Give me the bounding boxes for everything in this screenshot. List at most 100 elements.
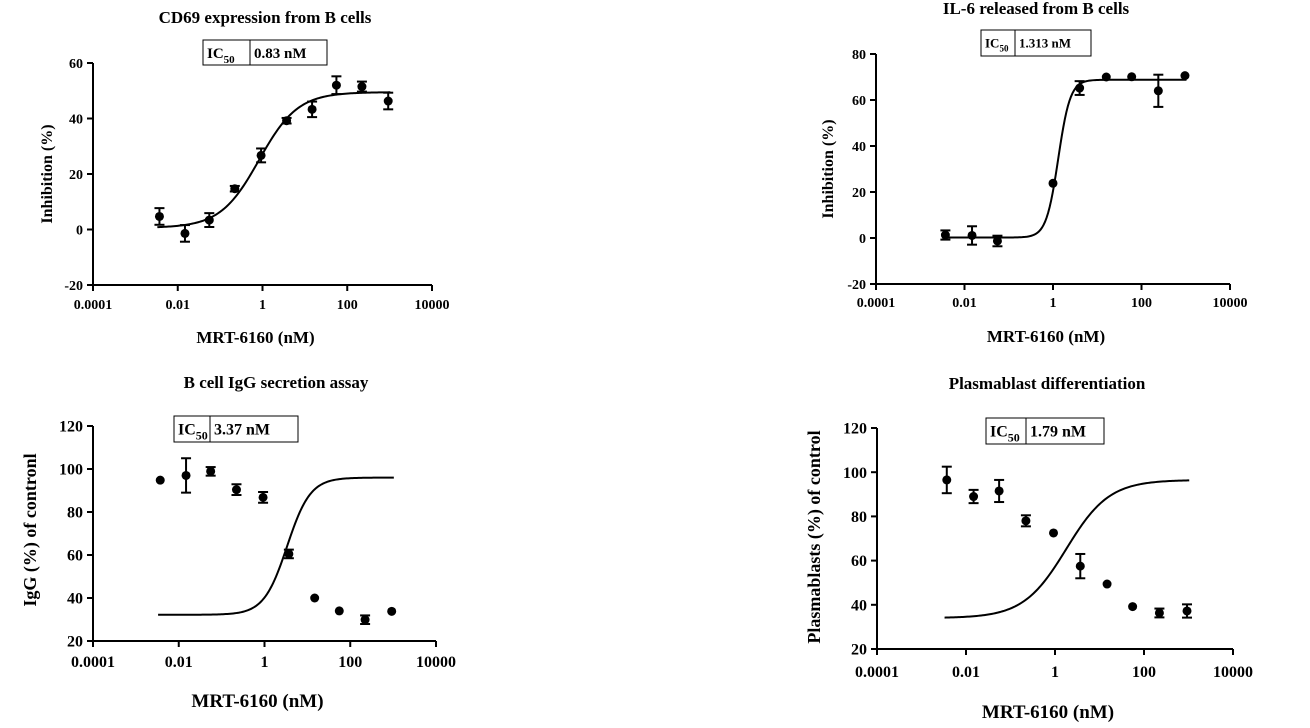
- chart-title: IL-6 released from B cells: [943, 0, 1130, 18]
- y-axis-label: Inhibition (%): [820, 119, 837, 218]
- x-tick-label: 100: [1132, 664, 1156, 681]
- data-point: [967, 230, 977, 240]
- y-axis-label: IgG (%) of contronl: [20, 453, 41, 606]
- data-point: [282, 116, 292, 126]
- x-tick-label: 0.0001: [857, 296, 896, 311]
- ic50-box: [985, 417, 1105, 445]
- data-point: [1048, 178, 1058, 188]
- data-point: [284, 549, 294, 559]
- y-tick-label: 80: [852, 48, 866, 63]
- y-axis-label: Inhibition (%): [39, 124, 56, 223]
- data-point: [383, 96, 393, 106]
- x-tick-label: 1: [259, 298, 266, 313]
- data-point: [307, 104, 317, 114]
- y-tick-label: 20: [69, 168, 83, 183]
- data-point: [1075, 561, 1085, 571]
- data-point: [231, 485, 241, 495]
- data-point: [206, 466, 216, 476]
- data-point: [940, 230, 950, 240]
- data-point: [230, 184, 240, 194]
- ic50-box: [173, 415, 299, 443]
- data-point: [1180, 71, 1190, 81]
- x-axis-label: MRT-6160 (nM): [982, 702, 1114, 723]
- x-tick-label: 0.0001: [74, 298, 113, 313]
- y-tick-label: 40: [67, 591, 83, 608]
- fit-curve: [157, 91, 391, 229]
- data-point: [334, 606, 344, 616]
- x-tick-label: 0.0001: [855, 664, 899, 681]
- data-point: [155, 475, 165, 485]
- x-axis-label: MRT-6160 (nM): [191, 691, 323, 712]
- data-point: [1102, 579, 1112, 589]
- data-point: [1182, 606, 1192, 616]
- fit-curve: [158, 476, 394, 616]
- y-tick-label: 80: [851, 509, 867, 526]
- y-tick-label: 100: [843, 465, 867, 482]
- x-tick-label: 0.01: [952, 664, 980, 681]
- ic50-value: 1.313 nM: [1019, 36, 1071, 51]
- y-tick-label: 20: [852, 186, 866, 201]
- x-axis-label: MRT-6160 (nM): [196, 328, 314, 347]
- y-tick-label: 60: [852, 94, 866, 109]
- data-point: [360, 615, 370, 625]
- data-point: [969, 492, 979, 502]
- x-tick-label: 100: [337, 298, 358, 313]
- data-point: [357, 82, 367, 92]
- x-tick-label: 10000: [1213, 664, 1253, 681]
- x-tick-label: 100: [1131, 296, 1152, 311]
- chart-1: CD69 expression from B cells 0.0001 0.01 1 1…: [39, 8, 450, 347]
- data-point: [387, 606, 397, 616]
- data-point: [994, 486, 1004, 496]
- chart-title: B cell IgG secretion assay: [184, 373, 369, 392]
- data-point: [331, 80, 341, 90]
- x-tick-label: 0.01: [165, 654, 193, 671]
- x-tick-label: 10000: [1213, 296, 1248, 311]
- chart-3: B cell IgG secretion assay 0.0001 0.01 1 100…: [20, 373, 456, 712]
- y-tick-label: 40: [69, 112, 83, 127]
- y-tick-label: -20: [64, 279, 83, 294]
- data-point: [180, 228, 190, 238]
- y-tick-label: 60: [67, 548, 83, 565]
- chart-title: Plasmablast differentiation: [949, 374, 1146, 393]
- y-tick-label: -20: [847, 278, 866, 293]
- ic50-value: 0.83 nM: [254, 46, 307, 62]
- y-tick-label: 60: [69, 57, 83, 72]
- x-tick-label: 0.01: [166, 298, 191, 313]
- chart-4: Plasmablast differentiation 0.0001 0.01 1 10…: [804, 374, 1253, 723]
- data-point: [942, 475, 952, 485]
- x-tick-label: 10000: [416, 654, 456, 671]
- y-tick-label: 40: [851, 597, 867, 614]
- data-point: [1127, 72, 1137, 82]
- x-tick-label: 1: [1051, 664, 1059, 681]
- y-tick-label: 100: [59, 462, 83, 479]
- data-point: [1075, 83, 1085, 93]
- y-tick-label: 120: [843, 421, 867, 438]
- ic50-label: IC50: [178, 422, 208, 443]
- x-tick-label: 100: [338, 654, 362, 671]
- y-tick-label: 0: [76, 223, 83, 238]
- data-point: [1049, 528, 1059, 538]
- data-point: [1153, 86, 1163, 96]
- ic50-box: [980, 29, 1092, 57]
- y-tick-label: 60: [851, 553, 867, 570]
- ic50-box: [202, 39, 328, 66]
- ic50-value: 1.79 nM: [1030, 424, 1086, 441]
- y-tick-label: 40: [852, 140, 866, 155]
- x-tick-label: 0.01: [952, 296, 977, 311]
- ic50-label: IC50: [990, 424, 1020, 445]
- fit-curve: [943, 78, 1187, 239]
- data-point: [1128, 602, 1138, 612]
- data-point: [1101, 72, 1111, 82]
- y-tick-label: 120: [59, 419, 83, 436]
- ic50-label: IC50: [207, 46, 235, 66]
- ic50-label: IC50: [985, 36, 1009, 54]
- x-tick-label: 1: [261, 654, 269, 671]
- ic50-value: 3.37 nM: [214, 422, 270, 439]
- data-point: [992, 236, 1002, 246]
- chart-2: IL-6 released from B cells 0.0001 0.01 1 100…: [820, 0, 1248, 346]
- data-point: [181, 470, 191, 480]
- data-point: [310, 593, 320, 603]
- data-point: [204, 215, 214, 225]
- y-axis-label: Plasmablasts (%) of control: [804, 430, 825, 643]
